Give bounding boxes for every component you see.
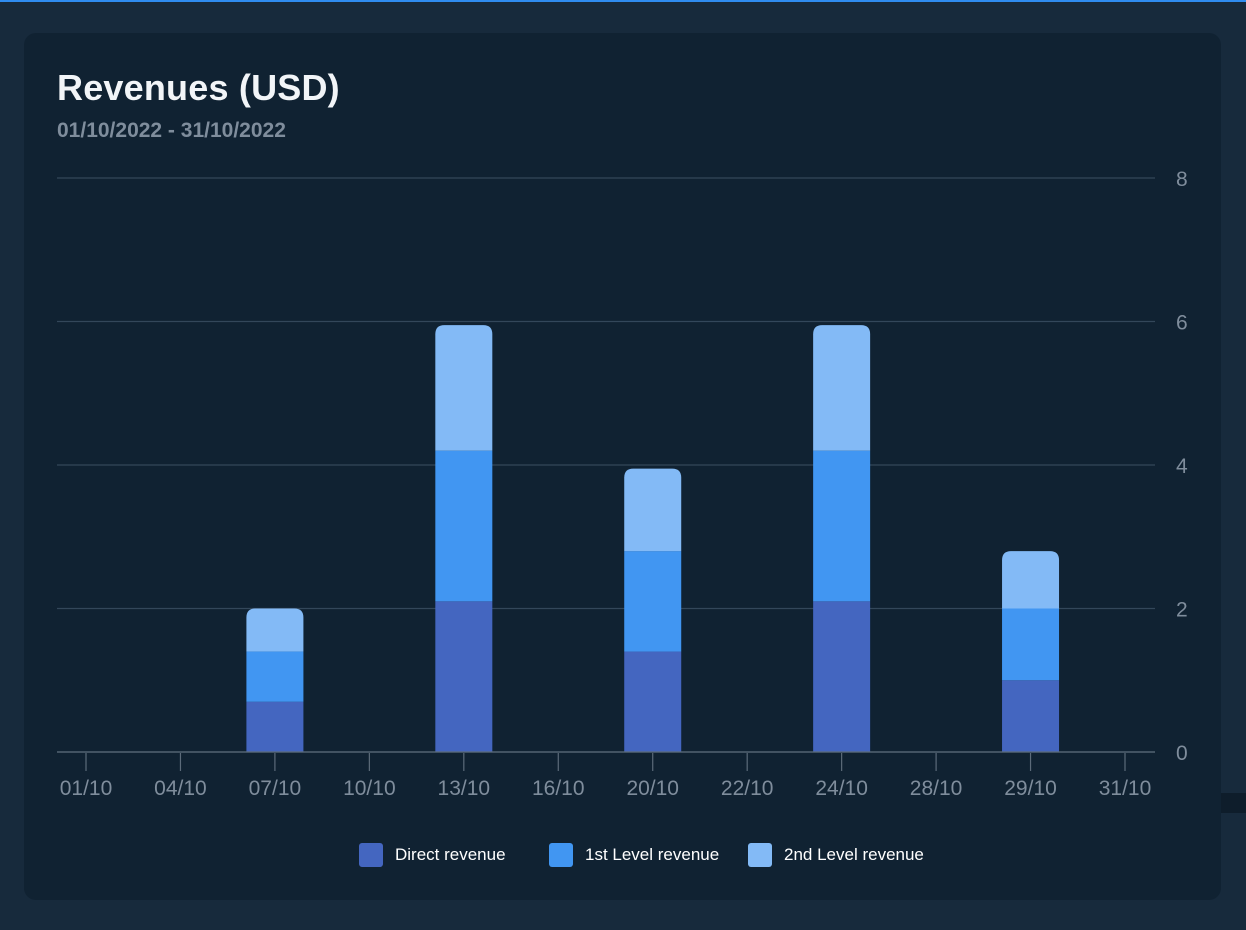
bar-13-10-series-1[interactable]	[435, 450, 493, 602]
y-tick-label: 6	[1176, 312, 1188, 335]
bar-07-10-series-0[interactable]	[246, 701, 304, 752]
x-tick-label: 31/10	[1099, 777, 1152, 800]
x-tick-label: 07/10	[249, 777, 302, 800]
legend-item-direct-revenue[interactable]: Direct revenue	[359, 842, 506, 868]
x-tick-label: 24/10	[815, 777, 868, 800]
chart-legend: Direct revenue 1st Level revenue 2nd Lev…	[0, 842, 1246, 868]
bar-24-10-series-2[interactable]	[813, 325, 871, 451]
y-tick-label: 0	[1176, 742, 1188, 765]
side-notch	[1221, 793, 1246, 813]
legend-item-1st-level-revenue[interactable]: 1st Level revenue	[549, 842, 719, 868]
x-tick-label: 13/10	[438, 777, 491, 800]
bar-24-10-series-1[interactable]	[813, 450, 871, 602]
bar-20-10-series-1[interactable]	[624, 551, 682, 652]
legend-swatch-direct-revenue	[359, 843, 383, 867]
bar-29-10-series-2[interactable]	[1002, 551, 1060, 609]
y-tick-label: 2	[1176, 599, 1188, 622]
top-accent-bar	[0, 0, 1246, 2]
legend-item-2nd-level-revenue[interactable]: 2nd Level revenue	[748, 842, 924, 868]
bar-29-10-series-1[interactable]	[1002, 608, 1060, 681]
y-tick-label: 4	[1176, 455, 1188, 478]
bar-29-10-series-0[interactable]	[1002, 680, 1060, 752]
bar-07-10-series-2[interactable]	[246, 608, 304, 652]
legend-label-1st-level-revenue: 1st Level revenue	[585, 845, 720, 864]
legend-swatch-2nd-level-revenue	[748, 843, 772, 867]
chart-title: Revenues (USD)	[57, 67, 340, 108]
x-tick-label: 04/10	[154, 777, 207, 800]
bar-20-10-series-0[interactable]	[624, 651, 682, 752]
legend-label-direct-revenue: Direct revenue	[395, 845, 506, 864]
bar-20-10-series-2[interactable]	[624, 468, 682, 552]
bar-24-10-series-0[interactable]	[813, 601, 871, 752]
x-tick-label: 22/10	[721, 777, 774, 800]
y-tick-label: 8	[1176, 168, 1188, 191]
x-tick-label: 28/10	[910, 777, 963, 800]
bar-13-10-series-2[interactable]	[435, 325, 493, 451]
x-tick-label: 10/10	[343, 777, 396, 800]
legend-label-2nd-level-revenue: 2nd Level revenue	[784, 845, 924, 864]
chart-date-range: 01/10/2022 - 31/10/2022	[57, 119, 286, 142]
x-tick-label: 20/10	[626, 777, 679, 800]
bar-13-10-series-0[interactable]	[435, 601, 493, 752]
x-tick-label: 01/10	[60, 777, 113, 800]
x-tick-label: 16/10	[532, 777, 585, 800]
legend-swatch-1st-level-revenue	[549, 843, 573, 867]
x-tick-label: 29/10	[1004, 777, 1057, 800]
bar-07-10-series-1[interactable]	[246, 651, 304, 702]
